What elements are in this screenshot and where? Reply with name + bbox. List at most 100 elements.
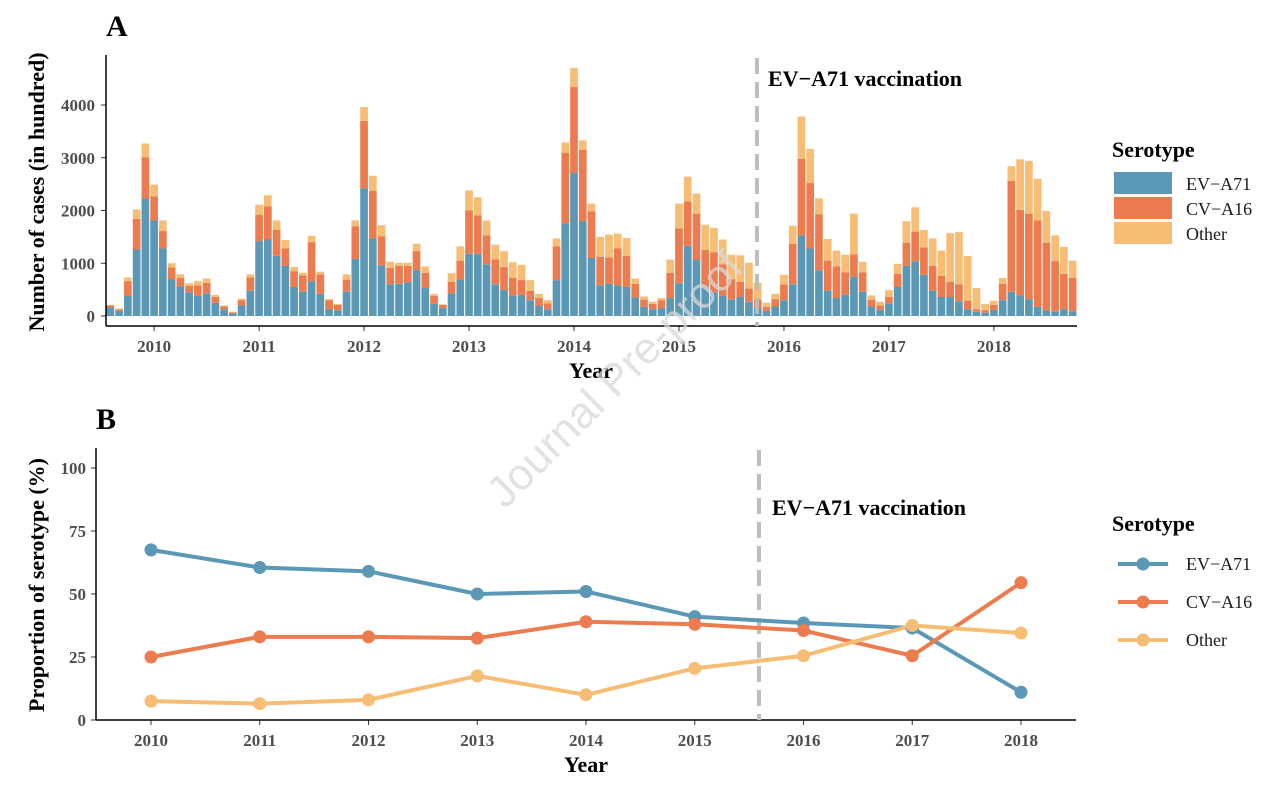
bar-cv-a16-66 bbox=[683, 201, 692, 246]
bar-other-87 bbox=[867, 295, 876, 300]
bar-cv-a16-4 bbox=[141, 157, 150, 199]
bar-cv-a16-29 bbox=[360, 120, 368, 189]
bar-other-70 bbox=[718, 239, 727, 265]
panel-a-x-title: Year bbox=[569, 358, 613, 383]
bar-other-108 bbox=[1051, 235, 1059, 262]
bar-ev-a71-24 bbox=[316, 293, 325, 316]
panel-a-ytick-label-4: 4000 bbox=[61, 96, 95, 115]
bar-other-49 bbox=[535, 293, 543, 299]
bar-ev-a71-73 bbox=[745, 301, 753, 316]
panel-b-legend-label-other: Other bbox=[1186, 630, 1227, 650]
bar-ev-a71-31 bbox=[377, 265, 386, 316]
panel-b-xtick-label-5: 2015 bbox=[678, 731, 712, 750]
bar-other-106 bbox=[1033, 178, 1042, 221]
bar-ev-a71-17 bbox=[255, 241, 263, 316]
bar-cv-a16-34 bbox=[403, 265, 412, 283]
bar-ev-a71-42 bbox=[473, 253, 482, 316]
bar-cv-a16-43 bbox=[482, 235, 491, 265]
bar-other-19 bbox=[272, 220, 281, 231]
bar-other-59 bbox=[622, 237, 631, 256]
bar-other-40 bbox=[456, 246, 465, 261]
bar-ev-a71-82 bbox=[823, 290, 832, 316]
bar-other-85 bbox=[850, 213, 858, 255]
bar-other-1 bbox=[115, 308, 123, 310]
panel-b-xtick-label-3: 2013 bbox=[460, 731, 494, 750]
bar-cv-a16-87 bbox=[867, 299, 876, 307]
point-other-2011 bbox=[253, 697, 267, 711]
panel-b-xtick-label-6: 2016 bbox=[787, 731, 821, 750]
bar-cv-a16-23 bbox=[307, 242, 316, 282]
panel-b-x-ticks: 2010 2011 2012 2013 2014 2015 2016 2017 2018 bbox=[134, 720, 1038, 750]
bar-other-30 bbox=[368, 175, 377, 191]
panel-a-y-title: Number of cases (in hundred) bbox=[24, 52, 49, 331]
panel-a-legend-key-other bbox=[1114, 222, 1172, 244]
bar-other-58 bbox=[613, 233, 622, 249]
bar-other-36 bbox=[421, 266, 430, 273]
panel-b-xtick-label-0: 2010 bbox=[134, 731, 168, 750]
bar-cv-a16-9 bbox=[185, 285, 193, 293]
bar-other-88 bbox=[876, 301, 885, 306]
bar-ev-a71-40 bbox=[456, 279, 465, 316]
bar-cv-a16-32 bbox=[386, 268, 395, 285]
bar-ev-a71-37 bbox=[430, 303, 438, 316]
bar-other-15 bbox=[237, 298, 246, 301]
panel-b-legend-label-ev-a71: EV−A71 bbox=[1186, 554, 1251, 574]
bar-ev-a71-28 bbox=[351, 259, 360, 316]
bar-other-47 bbox=[517, 264, 526, 281]
bar-other-53 bbox=[570, 68, 578, 88]
bar-cv-a16-84 bbox=[841, 272, 850, 295]
bar-ev-a71-91 bbox=[902, 265, 911, 316]
panel-b-xtick-label-2: 2012 bbox=[352, 731, 386, 750]
bar-other-61 bbox=[640, 296, 648, 300]
bar-cv-a16-21 bbox=[290, 271, 298, 287]
bar-ev-a71-9 bbox=[185, 292, 193, 316]
bar-other-50 bbox=[543, 300, 552, 304]
bar-other-41 bbox=[465, 190, 473, 211]
bar-ev-a71-77 bbox=[780, 300, 788, 316]
panel-b-xtick-label-1: 2011 bbox=[243, 731, 276, 750]
bar-ev-a71-45 bbox=[500, 290, 508, 316]
bar-other-91 bbox=[902, 221, 911, 243]
bar-ev-a71-67 bbox=[692, 260, 701, 316]
bar-other-89 bbox=[885, 290, 893, 298]
bar-other-96 bbox=[946, 233, 955, 282]
bar-ev-a71-110 bbox=[1068, 311, 1077, 316]
bar-ev-a71-4 bbox=[141, 198, 150, 316]
bar-cv-a16-1 bbox=[115, 309, 123, 311]
bar-other-9 bbox=[185, 283, 193, 286]
bar-other-78 bbox=[788, 225, 797, 244]
bar-other-60 bbox=[631, 278, 640, 284]
panel-a-annotation: EV−A71 vaccination bbox=[768, 66, 962, 91]
bar-other-63 bbox=[657, 298, 666, 301]
bar-ev-a71-41 bbox=[465, 253, 473, 316]
bar-other-45 bbox=[500, 251, 508, 267]
bar-other-66 bbox=[683, 176, 692, 202]
bar-ev-a71-75 bbox=[762, 310, 771, 316]
bar-other-90 bbox=[893, 263, 902, 274]
bar-ev-a71-29 bbox=[360, 188, 368, 316]
point-cv-a16-2010 bbox=[144, 650, 158, 664]
bar-other-79 bbox=[797, 116, 806, 159]
bar-other-6 bbox=[159, 220, 167, 232]
bar-other-31 bbox=[377, 225, 386, 237]
bar-ev-a71-107 bbox=[1042, 310, 1051, 316]
bar-other-27 bbox=[342, 274, 351, 280]
bar-other-24 bbox=[316, 271, 325, 275]
bar-other-2 bbox=[124, 277, 132, 282]
bar-cv-a16-0 bbox=[106, 305, 115, 308]
bar-cv-a16-72 bbox=[736, 281, 745, 298]
point-cv-a16-2017 bbox=[905, 649, 919, 663]
bar-cv-a16-36 bbox=[421, 272, 430, 289]
bar-other-57 bbox=[605, 234, 613, 258]
bar-other-98 bbox=[963, 255, 972, 301]
bar-ev-a71-33 bbox=[395, 283, 403, 316]
bar-other-18 bbox=[263, 195, 272, 207]
bar-ev-a71-66 bbox=[683, 245, 692, 316]
panel-b-legend-dot-ev-a71 bbox=[1136, 557, 1150, 571]
bar-other-104 bbox=[1016, 159, 1024, 210]
bar-ev-a71-59 bbox=[622, 286, 631, 316]
bar-ev-a71-13 bbox=[220, 309, 228, 316]
panel-a-bars bbox=[106, 68, 1077, 317]
panel-a-x-ticks: 2010 2011 2012 2013 2014 2015 2016 2017 2018 bbox=[137, 326, 1011, 356]
panel-b-legend-dot-other bbox=[1136, 633, 1150, 647]
